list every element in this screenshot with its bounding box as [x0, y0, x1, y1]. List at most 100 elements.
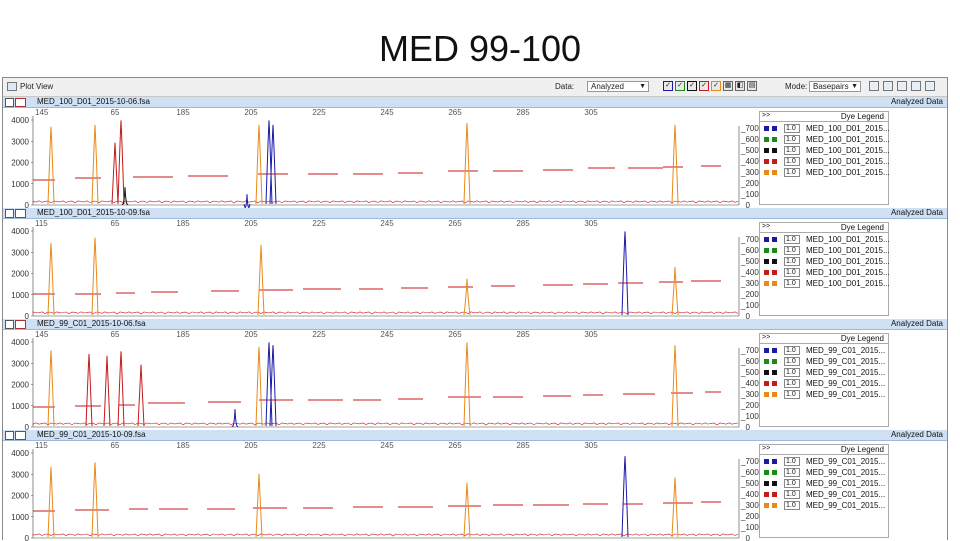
legend-scale-field[interactable]: 1.0 — [784, 124, 800, 133]
y-tick-label: 2000 — [11, 492, 29, 501]
legend-scale-field[interactable]: 1.0 — [784, 379, 800, 388]
print-icon[interactable] — [897, 81, 907, 91]
legend-row[interactable]: 1.0 MED_100_D01_2015... — [762, 235, 890, 245]
legend-row[interactable]: 1.0 MED_99_C01_2015... — [762, 368, 888, 378]
legend-row[interactable]: 1.0 MED_100_D01_2015... — [762, 268, 890, 278]
legend-scale-field[interactable]: 1.0 — [784, 168, 800, 177]
expand-icon[interactable]: >> — [762, 445, 771, 452]
legend-scale-field[interactable]: 1.0 — [784, 390, 800, 399]
panel-status: Analyzed Data — [890, 208, 943, 217]
legend-row[interactable]: 1.0 MED_100_D01_2015... — [762, 124, 890, 134]
legend-row[interactable]: 1.0 MED_100_D01_2015... — [762, 246, 890, 256]
electropherogram-plot[interactable]: 4000 3000 2000 1000 0 145 65 185 205 225 245 265 285… — [3, 330, 947, 430]
sample-icon — [15, 431, 26, 440]
legend-scale-field[interactable]: 1.0 — [784, 157, 800, 166]
legend-row[interactable]: 1.0 MED_99_C01_2015... — [762, 346, 888, 356]
right-tick-label: _2000 — [740, 179, 764, 188]
panel-checkbox[interactable] — [5, 209, 14, 218]
legend-scale-field[interactable]: 1.0 — [784, 146, 800, 155]
electropherogram-plot[interactable]: 4000 3000 2000 1000 0 115 65 185 205 225 245 265 285… — [3, 441, 947, 541]
zoom-icon[interactable] — [911, 81, 921, 91]
legend-row[interactable]: 1.0 MED_100_D01_2015... — [762, 146, 890, 156]
legend-scale-field[interactable]: 1.0 — [784, 368, 800, 377]
legend-row[interactable]: 1.0 MED_99_C01_2015... — [762, 501, 888, 511]
legend-scale-field[interactable]: 1.0 — [784, 235, 800, 244]
legend-scale-field[interactable]: 1.0 — [784, 357, 800, 366]
mode-select[interactable]: Basepairs ▼ — [809, 81, 861, 92]
legend-row[interactable]: 1.0 MED_99_C01_2015... — [762, 357, 888, 367]
dye-color-swatch — [764, 370, 769, 375]
chevron-down-icon: ▼ — [851, 83, 858, 90]
peak-trace — [671, 124, 679, 205]
legend-scale-field[interactable]: 1.0 — [784, 479, 800, 488]
peak-trace — [111, 142, 119, 205]
sample-icon — [15, 98, 26, 107]
panel-checkbox[interactable] — [5, 98, 14, 107]
legend-row[interactable]: 1.0 MED_100_D01_2015... — [762, 257, 890, 267]
dye-color-swatch — [772, 248, 777, 253]
right-tick-label: _4000 — [740, 157, 764, 166]
expand-icon[interactable]: >> — [762, 223, 771, 230]
legend-scale-field[interactable]: 1.0 — [784, 246, 800, 255]
y-tick-label: 2000 — [11, 159, 29, 168]
dye-color-swatch — [764, 237, 769, 242]
expand-icon[interactable]: >> — [762, 112, 771, 119]
table-icon[interactable] — [883, 81, 893, 91]
legend-scale-field[interactable]: 1.0 — [784, 346, 800, 355]
y-tick-label: 0 — [25, 312, 30, 319]
download-icon[interactable] — [869, 81, 879, 91]
mode-select-value: Basepairs — [813, 82, 849, 91]
peak-trace — [255, 346, 263, 427]
electropherogram-plot[interactable]: 4000 3000 2000 1000 0 115 65 185 205 225 245 265 285… — [3, 219, 947, 319]
overlay-button[interactable]: ◧ — [735, 81, 745, 91]
legend-row[interactable]: 1.0 MED_99_C01_2015... — [762, 379, 888, 389]
expand-icon[interactable]: >> — [762, 334, 771, 341]
legend-scale-field[interactable]: 1.0 — [784, 457, 800, 466]
chevron-down-icon: ▼ — [639, 83, 646, 90]
legend-scale-field[interactable]: 1.0 — [784, 268, 800, 277]
legend-row[interactable]: 1.0 MED_99_C01_2015... — [762, 490, 888, 500]
peak-trace — [231, 409, 239, 427]
legend-row[interactable]: 1.0 MED_100_D01_2015... — [762, 157, 890, 167]
legend-row[interactable]: 1.0 MED_100_D01_2015... — [762, 279, 890, 289]
electropherogram-plot[interactable]: 4000 3000 2000 1000 0 145 65 185 205 225 245 265 285… — [3, 108, 947, 208]
legend-row[interactable]: 1.0 MED_99_C01_2015... — [762, 457, 888, 467]
peak-trace — [269, 124, 277, 205]
panel-checkbox[interactable] — [5, 431, 14, 440]
dye-toggle-black[interactable]: ✓ — [687, 81, 697, 91]
settings-icon[interactable] — [925, 81, 935, 91]
legend-row[interactable]: 1.0 MED_99_C01_2015... — [762, 390, 888, 400]
legend-scale-field[interactable]: 1.0 — [784, 501, 800, 510]
data-select[interactable]: Analyzed ▼ — [587, 81, 649, 92]
dye-toggle-green[interactable]: ✓ — [675, 81, 685, 91]
dye-toggle-blue[interactable]: ✓ — [663, 81, 673, 91]
dye-toggle-red[interactable]: ✓ — [699, 81, 709, 91]
legend-row[interactable]: 1.0 MED_100_D01_2015... — [762, 135, 890, 145]
legend-row[interactable]: 1.0 MED_100_D01_2015... — [762, 168, 890, 178]
panel-header: MED_99_C01_2015-10-09.fsa Analyzed Data — [3, 430, 947, 441]
panel-file-name: MED_100_D01_2015-10-06.fsa — [37, 97, 150, 106]
legend-scale-field[interactable]: 1.0 — [784, 135, 800, 144]
dye-toggle-orange[interactable]: ✓ — [711, 81, 721, 91]
x-tick-label: 305 — [584, 108, 598, 117]
y-tick-label: 4000 — [11, 116, 29, 125]
legend-row[interactable]: 1.0 MED_99_C01_2015... — [762, 479, 888, 489]
legend-scale-field[interactable]: 1.0 — [784, 468, 800, 477]
peak-trace — [257, 244, 265, 316]
data-select-value: Analyzed — [591, 82, 624, 91]
all-dyes-button[interactable]: ▦ — [723, 81, 733, 91]
legend-scale-field[interactable]: 1.0 — [784, 490, 800, 499]
right-tick-label: _0 — [740, 423, 750, 430]
peak-trace — [91, 462, 99, 538]
legend-row[interactable]: 1.0 MED_99_C01_2015... — [762, 468, 888, 478]
right-tick-label: _1000 — [740, 301, 764, 310]
legend-scale-field[interactable]: 1.0 — [784, 257, 800, 266]
sizes-button[interactable]: ▤ — [747, 81, 757, 91]
legend-header: >> Dye Legend — [760, 112, 888, 122]
legend-scale-field[interactable]: 1.0 — [784, 279, 800, 288]
panel-checkbox[interactable] — [5, 320, 14, 329]
y-tick-label: 4000 — [11, 227, 29, 236]
x-tick-label: 285 — [516, 219, 530, 228]
y-tick-label: 3000 — [11, 470, 29, 479]
peak-trace — [91, 237, 99, 316]
